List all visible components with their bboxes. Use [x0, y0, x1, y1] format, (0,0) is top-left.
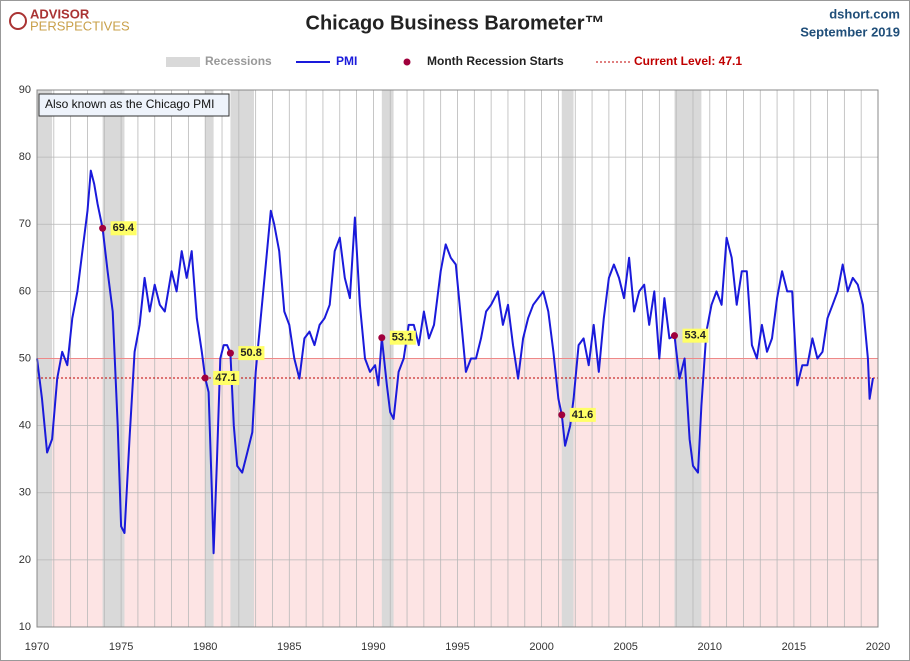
- y-tick-label: 70: [19, 218, 31, 230]
- x-tick-label: 1990: [361, 641, 385, 653]
- source: dshort.com: [829, 6, 900, 21]
- logo-text: PERSPECTIVES: [30, 18, 130, 33]
- y-tick-label: 50: [19, 352, 31, 364]
- data-label: 41.6: [572, 409, 593, 421]
- data-label: 47.1: [215, 372, 236, 384]
- date: September 2019: [800, 24, 900, 39]
- data-label-bg: [238, 346, 265, 361]
- recession-start-dot: [99, 224, 107, 232]
- y-tick-label: 10: [19, 621, 31, 633]
- legend-label: PMI: [336, 54, 357, 68]
- data-label-bg: [389, 330, 416, 345]
- x-tick-label: 1970: [25, 641, 49, 653]
- x-tick-label: 2005: [613, 641, 637, 653]
- chart-title: Chicago Business Barometer™: [306, 12, 605, 34]
- logo-text: ADVISOR: [30, 6, 90, 21]
- recession-start-dot: [201, 374, 209, 382]
- data-label: 53.4: [684, 330, 706, 342]
- annotation: Also known as the Chicago PMI: [45, 97, 214, 111]
- x-tick-label: 1975: [109, 641, 133, 653]
- data-label-bg: [110, 221, 137, 236]
- y-tick-label: 90: [19, 84, 31, 96]
- y-tick-label: 20: [19, 554, 31, 566]
- y-tick-label: 80: [19, 151, 31, 163]
- data-label: 69.4: [113, 222, 135, 234]
- x-tick-label: 1995: [445, 641, 469, 653]
- x-tick-label: 2000: [529, 641, 553, 653]
- x-tick-label: 2020: [866, 641, 890, 653]
- y-tick-label: 40: [19, 420, 31, 432]
- legend-label: Current Level: 47.1: [634, 54, 742, 68]
- data-label-bg: [213, 370, 240, 385]
- plot-border: [36, 89, 879, 628]
- legend-swatch: [403, 58, 411, 66]
- data-label: 53.1: [392, 332, 413, 344]
- logo: ADVISOR PERSPECTIVES: [9, 6, 130, 33]
- y-tick-label: 60: [19, 285, 31, 297]
- pmi-line: [36, 169, 874, 555]
- data-label: 50.8: [240, 347, 261, 359]
- x-tick-label: 2015: [782, 641, 806, 653]
- x-tick-label: 2010: [698, 641, 722, 653]
- data-label-bg: [569, 407, 596, 422]
- legend-label: Recessions: [205, 54, 272, 68]
- logo-icon: [9, 12, 27, 30]
- recession-start-dot: [378, 334, 386, 342]
- annotation-box: [38, 93, 230, 117]
- legend-swatch: [166, 57, 200, 67]
- x-tick-label: 1985: [277, 641, 301, 653]
- data-label-bg: [682, 328, 709, 343]
- x-tick-label: 1980: [193, 641, 217, 653]
- recession-start-dot: [226, 349, 234, 357]
- legend-label: Month Recession Starts: [427, 54, 564, 68]
- recession-start-dot: [558, 411, 566, 419]
- recession-start-dot: [670, 332, 678, 340]
- y-tick-label: 30: [19, 487, 31, 499]
